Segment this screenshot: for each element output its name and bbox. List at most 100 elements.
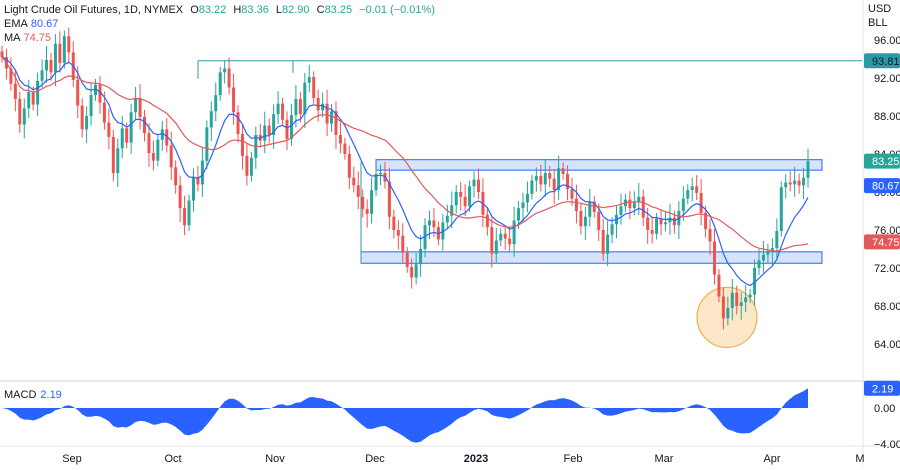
- candle-body: [352, 177, 356, 186]
- candle-body: [205, 127, 209, 161]
- price-badge: 80.67: [864, 178, 900, 194]
- candle-body: [374, 173, 378, 191]
- candle-body: [588, 201, 592, 217]
- candle-body: [236, 112, 240, 135]
- candle: [739, 292, 743, 320]
- candle: [508, 227, 512, 252]
- candle-body: [98, 84, 102, 103]
- horizontal-levels: [197, 60, 862, 79]
- candle-body: [111, 136, 115, 173]
- time-axis[interactable]: Sep Oct Nov Dec 2023 Feb Mar Apr M: [62, 453, 864, 465]
- candle-body: [802, 177, 806, 186]
- candle: [89, 82, 93, 126]
- macd-badge-bg: [864, 380, 900, 396]
- legend-ema[interactable]: EMA 80.67: [4, 17, 58, 31]
- time-label: 2023: [464, 453, 488, 465]
- candle: [615, 205, 619, 239]
- ohlc-change: −0.01 (−0.01%): [359, 4, 435, 16]
- candle-body: [58, 43, 62, 63]
- macd-label: MACD: [4, 389, 37, 401]
- candle-body: [517, 208, 521, 221]
- candle-body: [579, 211, 583, 227]
- ohlc-high-value: 83.36: [241, 4, 269, 16]
- candle-body: [147, 133, 151, 154]
- candle-body: [570, 189, 574, 199]
- candle-body: [281, 103, 285, 120]
- candle: [200, 146, 204, 197]
- candle-body: [249, 157, 253, 176]
- candle: [58, 31, 62, 73]
- candle-body: [120, 128, 124, 149]
- candle: [156, 134, 160, 167]
- candle: [405, 247, 409, 273]
- candle: [770, 238, 774, 265]
- macd-pane: [2, 388, 808, 443]
- candle: [735, 285, 739, 315]
- candle: [712, 228, 716, 285]
- axis-units: USD BLL: [868, 2, 892, 30]
- ma-line: [1, 56, 809, 252]
- candle-body: [472, 179, 476, 187]
- candle: [579, 203, 583, 235]
- ema-value: 80.67: [30, 18, 59, 30]
- candle-body: [779, 187, 783, 231]
- candle: [410, 258, 414, 289]
- candle: [628, 191, 632, 220]
- legend-macd[interactable]: MACD 2.19: [4, 389, 62, 401]
- candle: [659, 210, 663, 236]
- legend-ma[interactable]: MA 74.75: [4, 31, 51, 45]
- candle-body: [330, 111, 334, 124]
- candle-body: [183, 208, 187, 226]
- candle-body: [606, 234, 610, 254]
- ohlc-open-value: 83.22: [198, 4, 227, 16]
- candle-body: [232, 87, 236, 113]
- candle: [419, 235, 423, 277]
- time-label: Apr: [763, 453, 780, 465]
- candle-body: [806, 161, 810, 178]
- candle-body: [13, 83, 17, 99]
- ohlc-open-label: O: [190, 4, 199, 16]
- candle: [779, 181, 783, 237]
- price-badge: 74.75: [864, 234, 900, 250]
- candle-body: [178, 185, 182, 209]
- candle-body: [797, 180, 801, 186]
- candle-body: [209, 111, 213, 128]
- ohlc-close: C83.25: [317, 4, 352, 16]
- candle-body: [138, 97, 142, 117]
- candle: [325, 89, 329, 137]
- candle-body: [45, 59, 49, 71]
- macd-badge-label: 2.19: [872, 383, 893, 395]
- candle: [227, 57, 231, 95]
- candle: [445, 204, 449, 230]
- candle: [232, 73, 236, 125]
- candle: [191, 168, 195, 212]
- price-badge: 83.25: [864, 153, 900, 169]
- candle: [209, 101, 213, 142]
- macd-badge: 2.19: [864, 380, 900, 396]
- candle-body: [218, 72, 222, 96]
- candle-body: [338, 135, 342, 144]
- candle-body: [699, 192, 703, 213]
- candle-body: [392, 216, 396, 230]
- candle: [427, 210, 431, 240]
- candle-body: [160, 129, 164, 140]
- candle: [699, 179, 703, 226]
- candle: [80, 98, 84, 138]
- candle: [107, 108, 111, 150]
- candle-body: [459, 192, 463, 197]
- candle-body: [410, 267, 414, 278]
- candle: [641, 189, 645, 227]
- candle-body: [116, 148, 120, 173]
- candle: [574, 184, 578, 224]
- candle: [423, 218, 427, 258]
- time-label: Oct: [164, 453, 181, 465]
- candle-body: [454, 192, 458, 206]
- candle-body: [761, 254, 765, 261]
- candle: [258, 123, 262, 148]
- candle-body: [174, 167, 178, 186]
- price-tick-label: 88.00: [874, 111, 900, 123]
- candle: [561, 162, 565, 180]
- instrument-title: Light Crude Oil Futures, 1D, NYMEX: [4, 4, 184, 16]
